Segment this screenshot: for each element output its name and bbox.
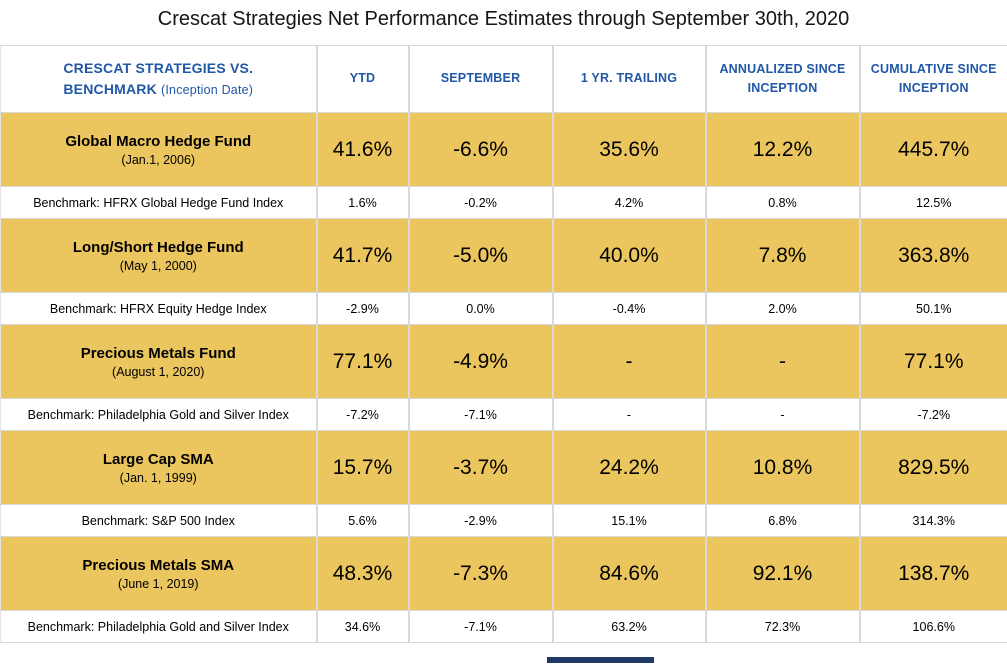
benchmark-name-cell: Benchmark: S&P 500 Index [1, 505, 317, 537]
fund-name-cell: Long/Short Hedge Fund (May 1, 2000) [1, 219, 317, 293]
fund-row: Global Macro Hedge Fund (Jan.1, 2006)41.6… [1, 113, 1007, 187]
fund-inception-date: (August 1, 2020) [1, 365, 316, 379]
value-cell: 829.5% [860, 431, 1007, 505]
fund-row: Precious Metals SMA (June 1, 2019)48.3%-7… [1, 537, 1007, 611]
value-cell: -2.9% [409, 505, 553, 537]
fund-inception-date: (June 1, 2019) [1, 577, 316, 591]
value-cell: 77.1% [317, 325, 409, 399]
benchmark-row: Benchmark: Philadelphia Gold and Silver … [1, 399, 1007, 431]
value-cell: 138.7% [860, 537, 1007, 611]
value-cell: -7.1% [409, 611, 553, 643]
value-cell: -7.2% [317, 399, 409, 431]
fund-row: Large Cap SMA (Jan. 1, 1999)15.7%-3.7%24.… [1, 431, 1007, 505]
value-cell: 10.8% [706, 431, 860, 505]
fund-name-cell: Large Cap SMA (Jan. 1, 1999) [1, 431, 317, 505]
header-cumulative-since-inception: CUMULATIVE SINCE INCEPTION [860, 46, 1007, 113]
value-cell: 2.0% [706, 293, 860, 325]
fund-row: Long/Short Hedge Fund (May 1, 2000)41.7%-… [1, 219, 1007, 293]
value-cell: -7.1% [409, 399, 553, 431]
value-cell: 41.7% [317, 219, 409, 293]
header-row: CRESCAT STRATEGIES VS. BENCHMARK (Incept… [1, 46, 1007, 113]
benchmark-name-cell: Benchmark: Philadelphia Gold and Silver … [1, 611, 317, 643]
value-cell: 50.1% [860, 293, 1007, 325]
value-cell: 40.0% [553, 219, 706, 293]
fund-name-cell: Precious Metals Fund (August 1, 2020) [1, 325, 317, 399]
value-cell: 92.1% [706, 537, 860, 611]
value-cell: - [706, 325, 860, 399]
value-cell: 5.6% [317, 505, 409, 537]
value-cell: 1.6% [317, 187, 409, 219]
value-cell: 72.3% [706, 611, 860, 643]
fund-name: Precious Metals SMA [1, 557, 316, 574]
value-cell: 0.0% [409, 293, 553, 325]
fund-name: Long/Short Hedge Fund [1, 239, 316, 256]
value-cell: - [553, 325, 706, 399]
crescat-performance-page: Crescat Strategies Net Performance Estim… [0, 8, 1007, 643]
value-cell: 106.6% [860, 611, 1007, 643]
benchmark-name-cell: Benchmark: Philadelphia Gold and Silver … [1, 399, 317, 431]
fund-name-cell: Precious Metals SMA (June 1, 2019) [1, 537, 317, 611]
value-cell: 12.5% [860, 187, 1007, 219]
header-inception-note: (Inception Date) [161, 83, 253, 97]
value-cell: 35.6% [553, 113, 706, 187]
fund-row: Precious Metals Fund(August 1, 2020)77.1… [1, 325, 1007, 399]
header-annualized-since-inception: ANNUALIZED SINCE INCEPTION [706, 46, 860, 113]
value-cell: 363.8% [860, 219, 1007, 293]
value-cell: 84.6% [553, 537, 706, 611]
value-cell: -0.2% [409, 187, 553, 219]
table-body: Global Macro Hedge Fund (Jan.1, 2006)41.6… [1, 113, 1007, 643]
value-cell: -6.6% [409, 113, 553, 187]
value-cell: - [553, 399, 706, 431]
value-cell: 445.7% [860, 113, 1007, 187]
value-cell: -4.9% [409, 325, 553, 399]
value-cell: 77.1% [860, 325, 1007, 399]
table-header: CRESCAT STRATEGIES VS. BENCHMARK (Incept… [1, 46, 1007, 113]
value-cell: -0.4% [553, 293, 706, 325]
fund-name: Precious Metals Fund [1, 345, 316, 362]
header-ytd: YTD [317, 46, 409, 113]
value-cell: - [706, 399, 860, 431]
value-cell: 4.2% [553, 187, 706, 219]
header-strategies-vs-benchmark: CRESCAT STRATEGIES VS. BENCHMARK (Incept… [1, 46, 317, 113]
value-cell: -7.3% [409, 537, 553, 611]
value-cell: 41.6% [317, 113, 409, 187]
fund-inception-date: (Jan. 1, 1999) [1, 471, 316, 485]
value-cell: 63.2% [553, 611, 706, 643]
header-september: SEPTEMBER [409, 46, 553, 113]
benchmark-name-cell: Benchmark: HFRX Equity Hedge Index [1, 293, 317, 325]
fund-inception-date: (May 1, 2000) [1, 259, 316, 273]
value-cell: -3.7% [409, 431, 553, 505]
value-cell: -7.2% [860, 399, 1007, 431]
page-title: Crescat Strategies Net Performance Estim… [0, 8, 1007, 31]
value-cell: 12.2% [706, 113, 860, 187]
header-1yr-trailing: 1 YR. TRAILING [553, 46, 706, 113]
value-cell: 24.2% [553, 431, 706, 505]
fund-name-cell: Global Macro Hedge Fund (Jan.1, 2006) [1, 113, 317, 187]
performance-table: CRESCAT STRATEGIES VS. BENCHMARK (Incept… [0, 45, 1007, 643]
fund-name: Large Cap SMA [1, 451, 316, 468]
value-cell: 0.8% [706, 187, 860, 219]
value-cell: 314.3% [860, 505, 1007, 537]
value-cell: -2.9% [317, 293, 409, 325]
value-cell: -5.0% [409, 219, 553, 293]
bottom-navy-bar [547, 657, 654, 663]
fund-inception-date: (Jan.1, 2006) [1, 153, 316, 167]
benchmark-row: Benchmark: Philadelphia Gold and Silver … [1, 611, 1007, 643]
value-cell: 15.1% [553, 505, 706, 537]
value-cell: 7.8% [706, 219, 860, 293]
value-cell: 48.3% [317, 537, 409, 611]
value-cell: 34.6% [317, 611, 409, 643]
value-cell: 15.7% [317, 431, 409, 505]
benchmark-name-cell: Benchmark: HFRX Global Hedge Fund Index [1, 187, 317, 219]
fund-name: Global Macro Hedge Fund [1, 133, 316, 150]
benchmark-row: Benchmark: HFRX Equity Hedge Index-2.9%0… [1, 293, 1007, 325]
value-cell: 6.8% [706, 505, 860, 537]
